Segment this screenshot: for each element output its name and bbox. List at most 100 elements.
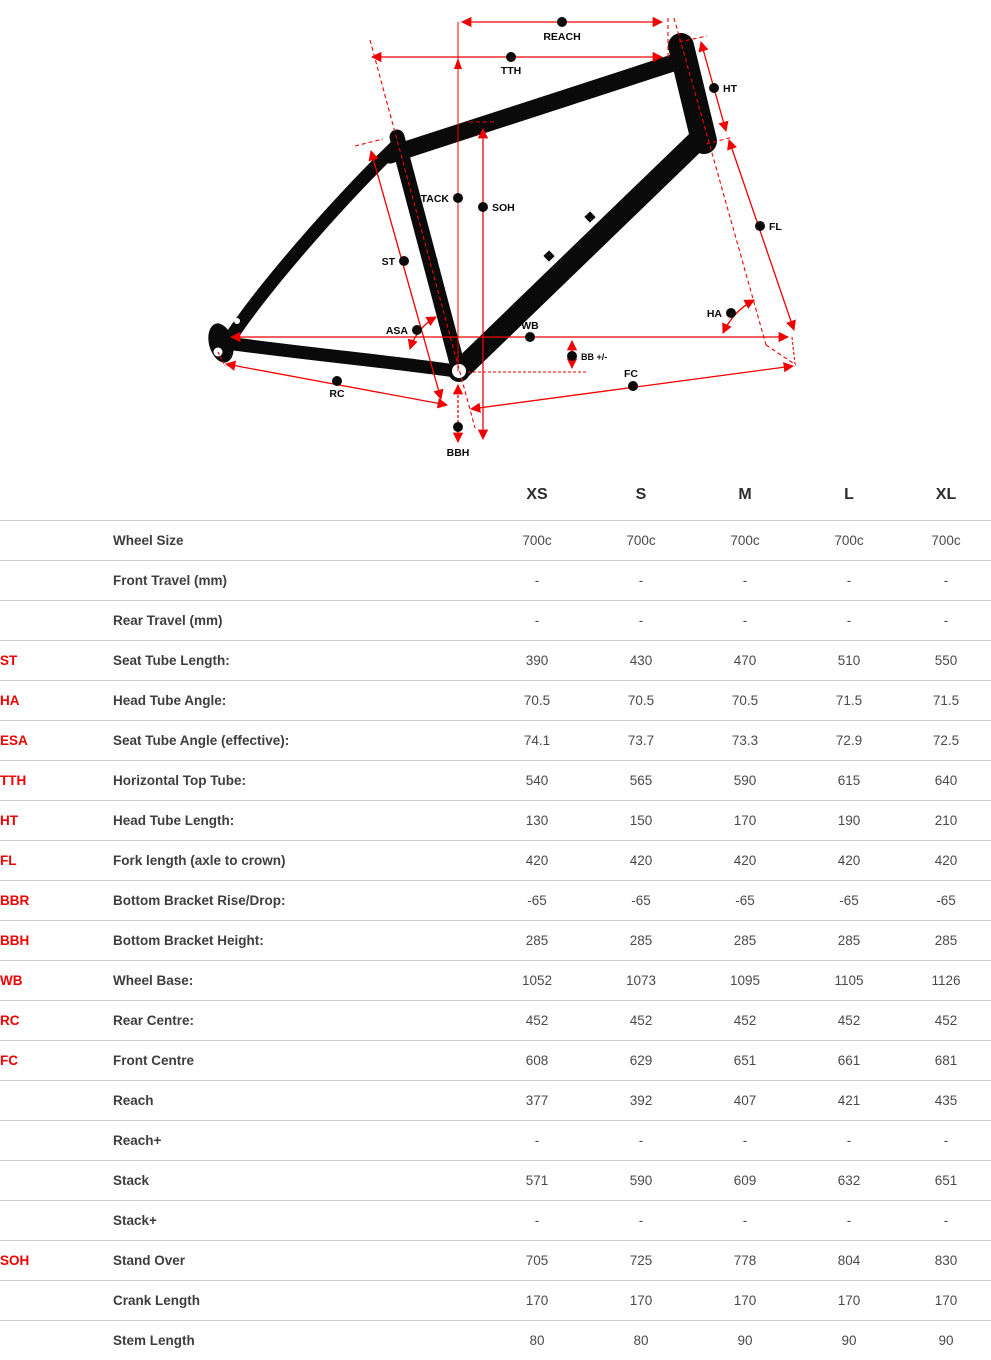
diagram-dot-rc — [332, 376, 342, 386]
row-value: 420 — [901, 841, 991, 881]
row-value: 130 — [485, 801, 589, 841]
row-code: HT — [0, 801, 113, 841]
row-code — [0, 1321, 113, 1360]
steer-axis-dashed — [674, 18, 766, 345]
row-value: - — [797, 561, 901, 601]
row-value: 804 — [797, 1241, 901, 1281]
row-value: 90 — [693, 1321, 797, 1360]
geometry-row: Rear Travel (mm)----- — [0, 601, 991, 641]
row-value: 190 — [797, 801, 901, 841]
row-value: - — [797, 1201, 901, 1241]
row-value: - — [589, 1201, 693, 1241]
construction-dashes — [218, 18, 796, 428]
row-value: 510 — [797, 641, 901, 681]
diagram-dot-bbh — [453, 422, 463, 432]
diagram-dot-st — [399, 256, 409, 266]
row-value: 830 — [901, 1241, 991, 1281]
row-value: 661 — [797, 1041, 901, 1081]
row-label: Fork length (axle to crown) — [113, 841, 485, 881]
row-value: 90 — [797, 1321, 901, 1360]
row-value: 285 — [901, 921, 991, 961]
seatstay-hole — [234, 318, 240, 324]
row-value: 71.5 — [797, 681, 901, 721]
row-value: 1073 — [589, 961, 693, 1001]
row-label: Wheel Base: — [113, 961, 485, 1001]
diagram-label-rc: RC — [329, 388, 345, 400]
row-value: - — [693, 601, 797, 641]
row-value: 1105 — [797, 961, 901, 1001]
diagram-label-ht: HT — [723, 83, 738, 95]
row-label: Head Tube Length: — [113, 801, 485, 841]
row-value: 170 — [901, 1281, 991, 1321]
row-value: - — [901, 1201, 991, 1241]
row-value: 1052 — [485, 961, 589, 1001]
size-header: M — [693, 470, 797, 521]
row-value: - — [901, 1121, 991, 1161]
row-value: 72.9 — [797, 721, 901, 761]
size-header: XS — [485, 470, 589, 521]
diagram-dot-ht — [709, 83, 719, 93]
row-value: 452 — [797, 1001, 901, 1041]
row-code — [0, 1121, 113, 1161]
row-value: -65 — [797, 881, 901, 921]
row-value: 640 — [901, 761, 991, 801]
row-value: 452 — [589, 1001, 693, 1041]
row-value: 71.5 — [901, 681, 991, 721]
row-value: 285 — [693, 921, 797, 961]
diagram-dot-ha — [726, 308, 736, 318]
top-tube — [390, 62, 676, 155]
row-value: 590 — [693, 761, 797, 801]
row-code: ST — [0, 641, 113, 681]
row-value: 651 — [693, 1041, 797, 1081]
row-label: Head Tube Angle: — [113, 681, 485, 721]
row-value: 150 — [589, 801, 693, 841]
row-value: -65 — [485, 881, 589, 921]
diagram-label-bb: BB +/- — [581, 352, 607, 362]
row-value: 80 — [589, 1321, 693, 1360]
row-value: 420 — [485, 841, 589, 881]
row-label: Rear Centre: — [113, 1001, 485, 1041]
row-value: 1126 — [901, 961, 991, 1001]
row-value: - — [797, 1121, 901, 1161]
row-label: Horizontal Top Tube: — [113, 761, 485, 801]
row-label: Bottom Bracket Height: — [113, 921, 485, 961]
head-tube — [681, 46, 704, 141]
row-value: - — [485, 601, 589, 641]
row-value: 210 — [901, 801, 991, 841]
diagram-label-fc: FC — [624, 368, 638, 380]
row-value: 452 — [901, 1001, 991, 1041]
row-label: Stand Over — [113, 1241, 485, 1281]
diagram-label-fl: FL — [769, 221, 782, 233]
row-value: 705 — [485, 1241, 589, 1281]
row-code — [0, 561, 113, 601]
row-code: ESA — [0, 721, 113, 761]
diagram-label-ha: HA — [707, 308, 723, 320]
row-code: WB — [0, 961, 113, 1001]
row-code — [0, 1161, 113, 1201]
row-value: 170 — [797, 1281, 901, 1321]
row-value: - — [589, 561, 693, 601]
size-header-row: XS S M L XL — [0, 470, 991, 521]
row-code: TTH — [0, 761, 113, 801]
row-value: 590 — [589, 1161, 693, 1201]
diagram-dot-fl — [755, 221, 765, 231]
diagram-label-soh: SOH — [492, 202, 515, 214]
diagram-dot-wb — [525, 332, 535, 342]
row-value: 170 — [693, 1281, 797, 1321]
row-value: 651 — [901, 1161, 991, 1201]
row-value: 390 — [485, 641, 589, 681]
row-value: 73.3 — [693, 721, 797, 761]
row-value: 420 — [589, 841, 693, 881]
row-value: 629 — [589, 1041, 693, 1081]
